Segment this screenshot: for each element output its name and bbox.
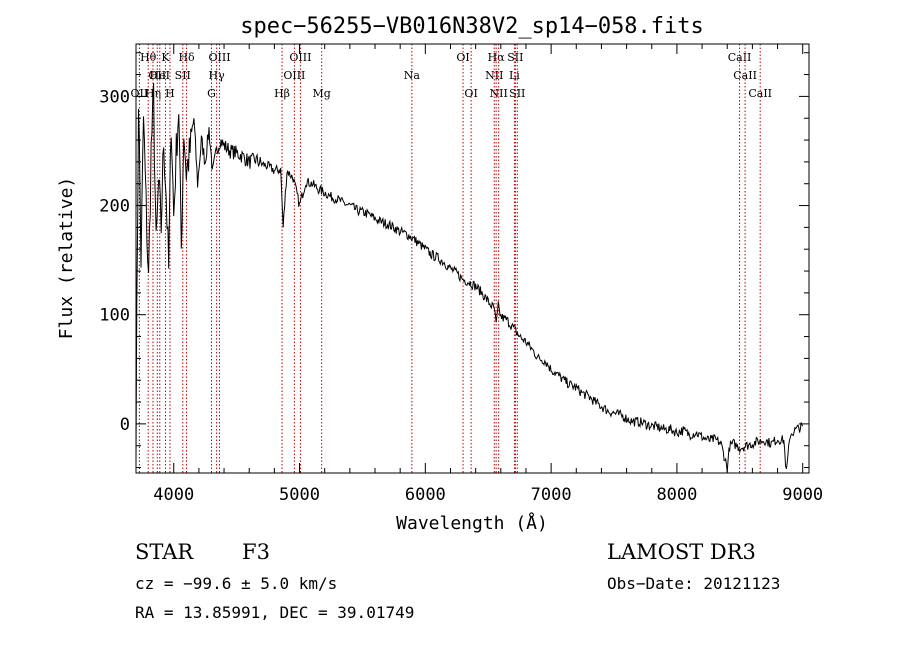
line-label-26: CaII [733, 69, 757, 82]
emission-line-markers: OIIHθHηOIIHeIKHSIIHδGHγOIIIHβOIIIOIIIMgN… [131, 44, 772, 473]
survey-name: LAMOST DR3 [607, 540, 756, 564]
line-label-25: CaII [728, 51, 752, 64]
y-tick-label: 100 [99, 306, 130, 326]
x-tick-label: 7000 [531, 485, 572, 505]
x-tick-label: 9000 [782, 485, 823, 505]
line-label-4: HeI [150, 69, 170, 82]
object-class: STAR [135, 540, 194, 564]
spectrum-layer [135, 82, 804, 473]
line-label-21: NII [490, 87, 508, 100]
line-label-15: Mg [313, 87, 331, 100]
line-label-5: K [161, 51, 170, 64]
line-label-24: SII [509, 87, 525, 100]
object-subclass: F3 [242, 540, 270, 564]
line-label-1: Hθ [140, 51, 157, 64]
chart-title: spec−56255−VB016N38V2_sp14−058.fits [240, 14, 704, 39]
line-label-23: SII [507, 51, 523, 64]
spectrum-chart: spec−56255−VB016N38V2_sp14−058.fits OIIH… [56, 14, 823, 534]
line-label-7: SII [175, 69, 191, 82]
line-label-6: H [165, 87, 175, 100]
redshift-cz: cz = −99.6 ± 5.0 km/s [135, 574, 338, 593]
x-tick-label: 4000 [153, 485, 194, 505]
x-axis-label: Wavelength (Å) [396, 512, 548, 534]
line-label-17: OI [456, 51, 469, 64]
x-tick-label: 5000 [279, 485, 320, 505]
line-label-19: NII [485, 69, 503, 82]
axes: 4000 5000 6000 7000 8000 9000 0 100 200 300 [99, 44, 823, 505]
line-label-14: OIII [289, 51, 311, 64]
line-label-3: OII [148, 69, 166, 82]
line-label-8: Hδ [178, 51, 195, 64]
observation-date: Obs−Date: 20121123 [607, 574, 781, 593]
plot-frame [135, 43, 810, 474]
line-label-11: OIII [208, 51, 230, 64]
x-tick-label: 8000 [656, 485, 697, 505]
line-label-22: Li [509, 69, 520, 82]
line-label-9: G [207, 87, 216, 100]
line-label-12: Hβ [274, 87, 290, 100]
line-label-18: OI [464, 87, 477, 100]
y-tick-label: 0 [120, 415, 130, 435]
y-tick-label: 200 [99, 197, 130, 217]
spectrum-line [135, 82, 804, 473]
y-axis-label: Flux (relative) [56, 177, 77, 340]
coordinates: RA = 13.85991, DEC = 39.01749 [135, 603, 415, 622]
y-tick-label: 300 [99, 87, 130, 107]
x-tick-label: 6000 [405, 485, 446, 505]
line-label-27: CaII [748, 87, 772, 100]
line-label-16: Na [404, 69, 421, 82]
line-label-20: Hα [488, 51, 506, 64]
line-label-10: Hγ [209, 69, 226, 82]
line-label-13: OIII [283, 69, 305, 82]
